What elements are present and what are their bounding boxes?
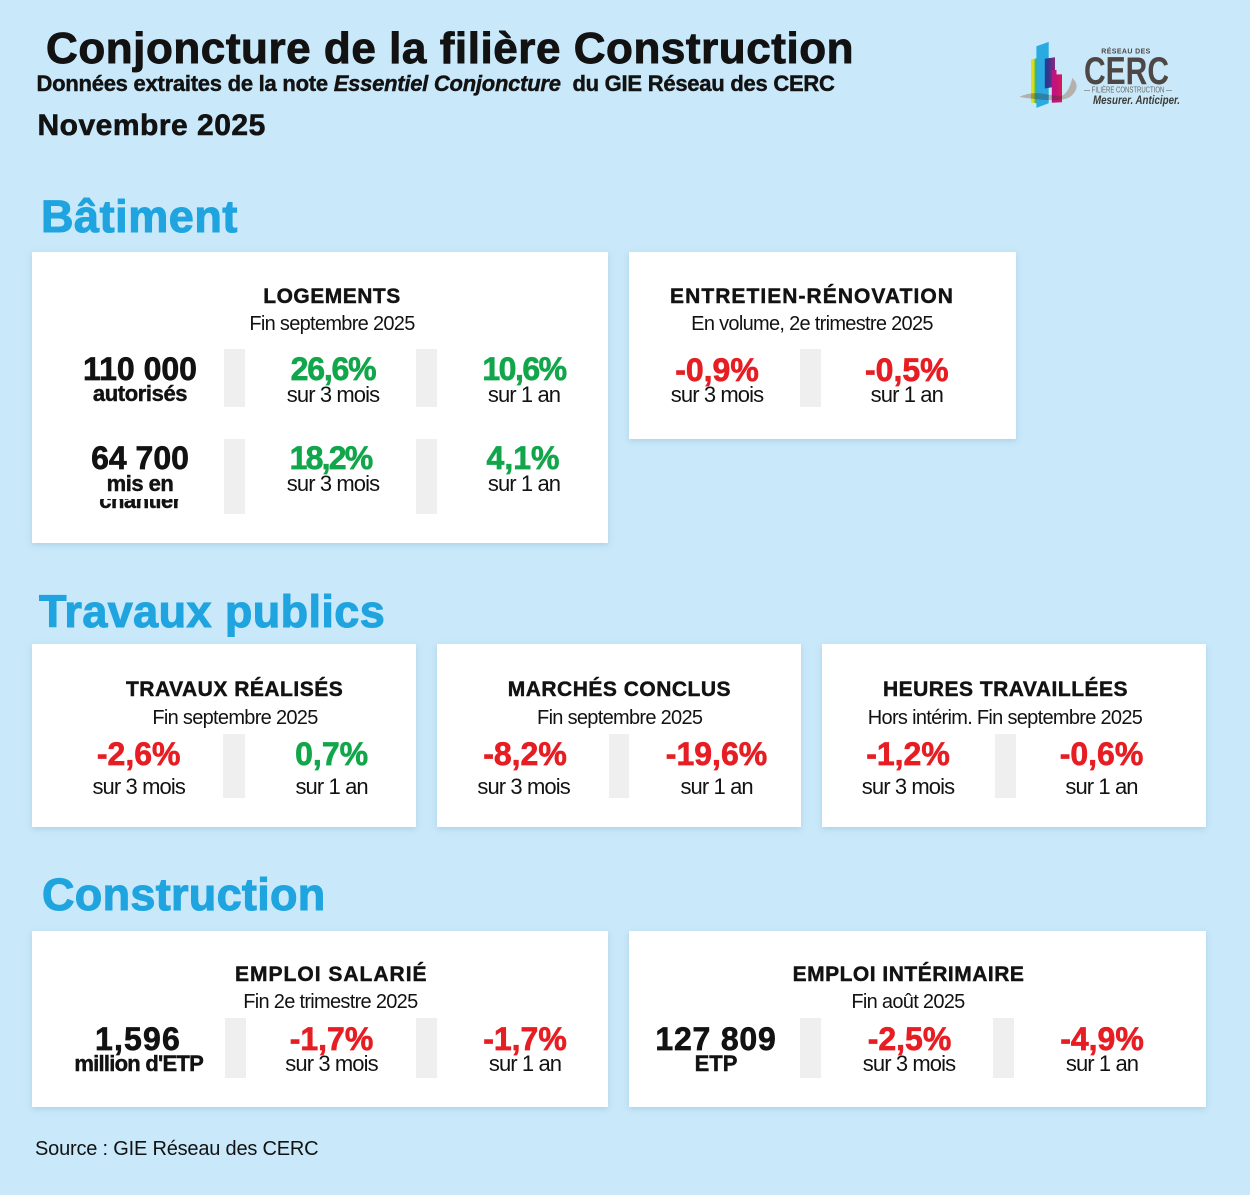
svg-text:Mesurer. Anticiper.: Mesurer. Anticiper. [1093, 95, 1180, 107]
svg-text:RÉSEAU DES: RÉSEAU DES [1101, 47, 1151, 56]
svg-text:CERC: CERC [1084, 50, 1169, 93]
svg-text:— FILIÈRE CONSTRUCTION —: — FILIÈRE CONSTRUCTION — [1084, 86, 1172, 95]
